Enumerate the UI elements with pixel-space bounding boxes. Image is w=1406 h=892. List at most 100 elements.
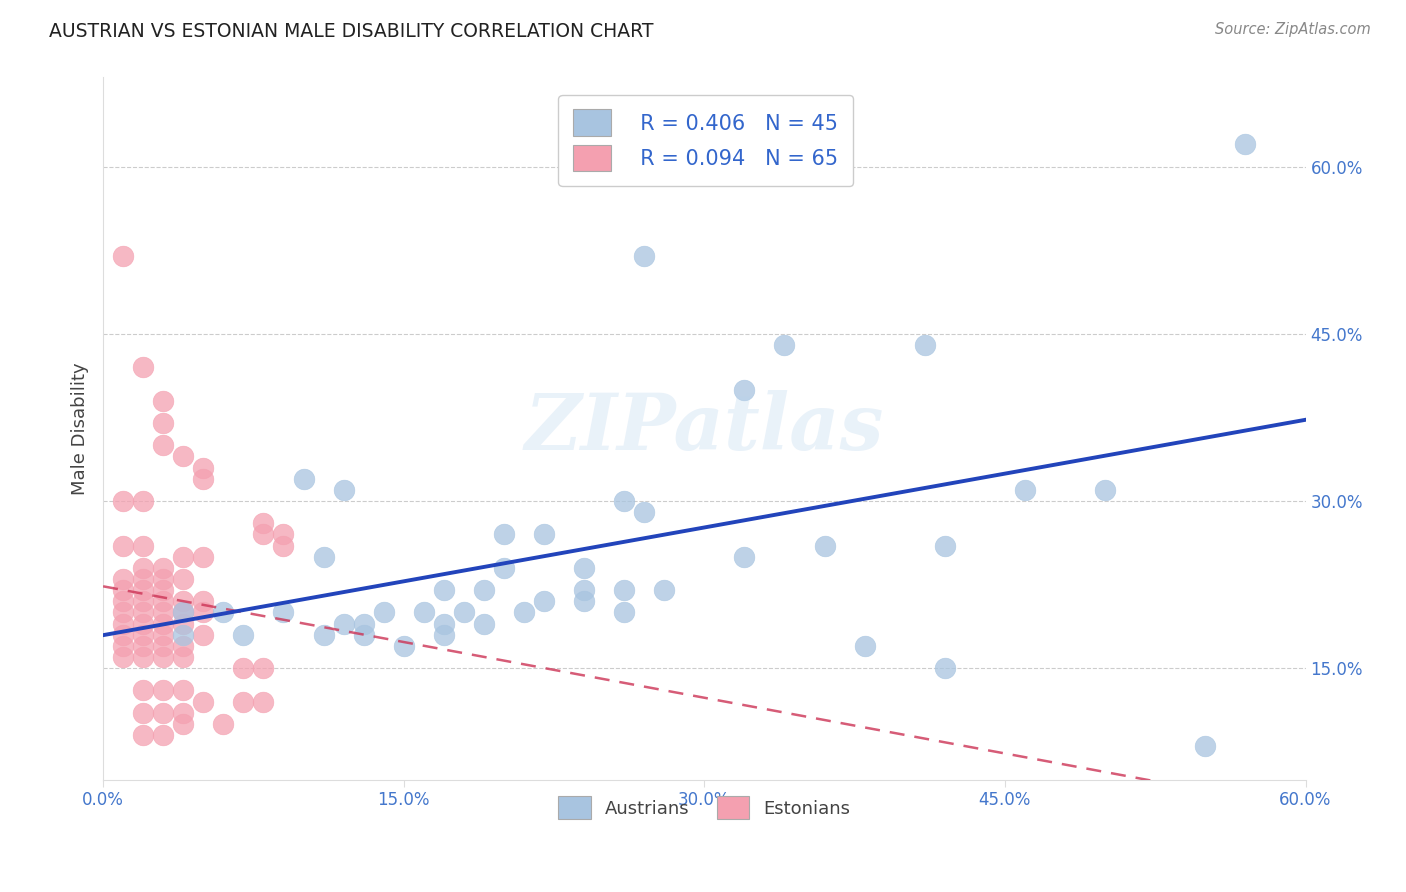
Text: Source: ZipAtlas.com: Source: ZipAtlas.com bbox=[1215, 22, 1371, 37]
Point bbox=[572, 561, 595, 575]
Point bbox=[152, 728, 174, 742]
Point bbox=[733, 383, 755, 397]
Point bbox=[1094, 483, 1116, 497]
Point bbox=[433, 628, 456, 642]
Point bbox=[392, 639, 415, 653]
Point bbox=[733, 549, 755, 564]
Point bbox=[633, 505, 655, 519]
Point bbox=[152, 683, 174, 698]
Point bbox=[232, 628, 254, 642]
Point bbox=[492, 527, 515, 541]
Point bbox=[332, 616, 354, 631]
Point bbox=[633, 137, 655, 152]
Point bbox=[572, 594, 595, 608]
Legend: Austrians, Estonians: Austrians, Estonians bbox=[544, 781, 865, 834]
Point bbox=[373, 606, 395, 620]
Point bbox=[172, 450, 194, 464]
Point bbox=[453, 606, 475, 620]
Point bbox=[112, 594, 135, 608]
Point bbox=[172, 616, 194, 631]
Point bbox=[112, 494, 135, 508]
Point bbox=[112, 628, 135, 642]
Point bbox=[613, 583, 636, 598]
Point bbox=[152, 583, 174, 598]
Point bbox=[152, 572, 174, 586]
Point bbox=[193, 594, 215, 608]
Point bbox=[633, 249, 655, 263]
Point bbox=[433, 616, 456, 631]
Point bbox=[252, 661, 274, 675]
Point bbox=[193, 695, 215, 709]
Point bbox=[193, 549, 215, 564]
Point bbox=[353, 616, 375, 631]
Point bbox=[112, 616, 135, 631]
Point bbox=[572, 583, 595, 598]
Point bbox=[252, 695, 274, 709]
Point bbox=[152, 639, 174, 653]
Point bbox=[273, 539, 295, 553]
Point bbox=[312, 628, 335, 642]
Point bbox=[1234, 137, 1257, 152]
Point bbox=[172, 683, 194, 698]
Point bbox=[152, 616, 174, 631]
Point bbox=[212, 606, 235, 620]
Point bbox=[172, 606, 194, 620]
Point bbox=[152, 393, 174, 408]
Point bbox=[193, 472, 215, 486]
Point bbox=[172, 639, 194, 653]
Point bbox=[172, 549, 194, 564]
Point bbox=[652, 583, 675, 598]
Point bbox=[132, 606, 155, 620]
Point bbox=[152, 416, 174, 430]
Point bbox=[613, 606, 636, 620]
Point bbox=[172, 628, 194, 642]
Point bbox=[152, 628, 174, 642]
Point bbox=[112, 572, 135, 586]
Point bbox=[132, 616, 155, 631]
Point bbox=[112, 650, 135, 665]
Point bbox=[112, 606, 135, 620]
Point bbox=[914, 338, 936, 352]
Text: AUSTRIAN VS ESTONIAN MALE DISABILITY CORRELATION CHART: AUSTRIAN VS ESTONIAN MALE DISABILITY COR… bbox=[49, 22, 654, 41]
Point bbox=[172, 606, 194, 620]
Point bbox=[232, 661, 254, 675]
Point bbox=[212, 717, 235, 731]
Point bbox=[252, 516, 274, 531]
Point bbox=[132, 706, 155, 720]
Point bbox=[132, 728, 155, 742]
Point bbox=[152, 561, 174, 575]
Point bbox=[172, 572, 194, 586]
Point bbox=[112, 639, 135, 653]
Point bbox=[132, 539, 155, 553]
Point bbox=[132, 561, 155, 575]
Y-axis label: Male Disability: Male Disability bbox=[72, 362, 89, 495]
Point bbox=[813, 539, 835, 553]
Point bbox=[152, 606, 174, 620]
Point bbox=[152, 706, 174, 720]
Point bbox=[513, 606, 536, 620]
Point bbox=[252, 527, 274, 541]
Point bbox=[132, 650, 155, 665]
Point bbox=[132, 572, 155, 586]
Point bbox=[472, 616, 495, 631]
Point bbox=[353, 628, 375, 642]
Point bbox=[412, 606, 434, 620]
Point bbox=[112, 249, 135, 263]
Point bbox=[172, 717, 194, 731]
Point bbox=[172, 650, 194, 665]
Point bbox=[172, 594, 194, 608]
Point bbox=[934, 661, 956, 675]
Point bbox=[934, 539, 956, 553]
Point bbox=[132, 360, 155, 375]
Text: ZIPatlas: ZIPatlas bbox=[524, 391, 884, 467]
Point bbox=[533, 527, 555, 541]
Point bbox=[773, 338, 796, 352]
Point bbox=[112, 583, 135, 598]
Point bbox=[152, 650, 174, 665]
Point bbox=[193, 628, 215, 642]
Point bbox=[312, 549, 335, 564]
Point bbox=[332, 483, 354, 497]
Point bbox=[152, 594, 174, 608]
Point bbox=[1014, 483, 1036, 497]
Point bbox=[433, 583, 456, 598]
